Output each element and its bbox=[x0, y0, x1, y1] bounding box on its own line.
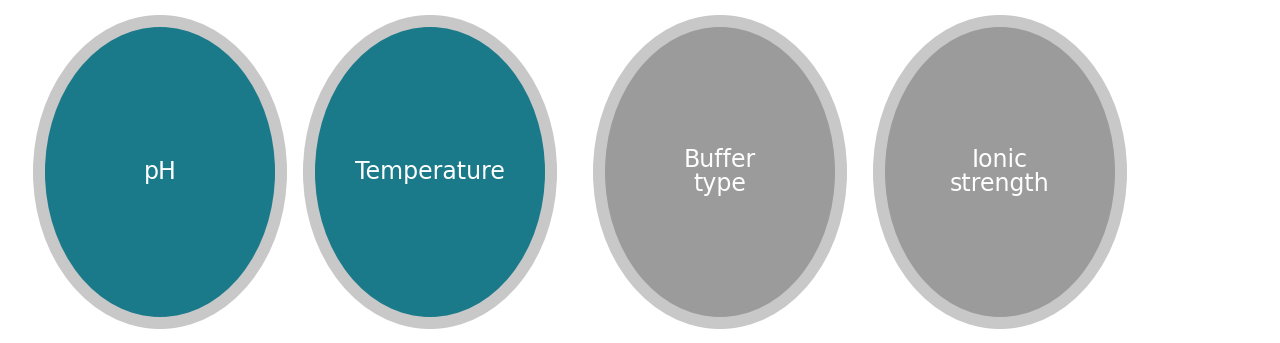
Text: type: type bbox=[694, 172, 746, 196]
Ellipse shape bbox=[593, 15, 847, 329]
Text: Ionic: Ionic bbox=[972, 148, 1028, 172]
Ellipse shape bbox=[315, 27, 545, 317]
Ellipse shape bbox=[605, 27, 835, 317]
Text: Temperature: Temperature bbox=[355, 160, 504, 184]
Text: Buffer: Buffer bbox=[684, 148, 756, 172]
Text: strength: strength bbox=[950, 172, 1050, 196]
Ellipse shape bbox=[303, 15, 557, 329]
Ellipse shape bbox=[33, 15, 287, 329]
Ellipse shape bbox=[884, 27, 1115, 317]
Text: pH: pH bbox=[143, 160, 177, 184]
Ellipse shape bbox=[45, 27, 275, 317]
Ellipse shape bbox=[873, 15, 1126, 329]
